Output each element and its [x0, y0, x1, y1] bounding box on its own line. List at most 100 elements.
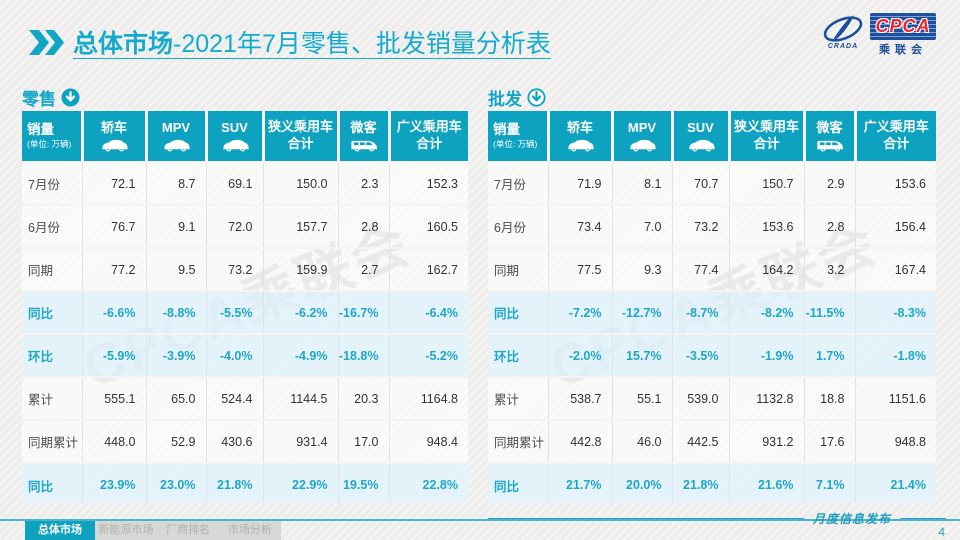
row-label: 同比	[488, 290, 548, 334]
row-label: 6月份	[22, 204, 82, 248]
row-label: 累计	[488, 376, 548, 420]
column-header: MPV	[610, 111, 672, 162]
title-bar: 总体市场-2021年7月零售、批发销量分析表	[28, 24, 551, 60]
value-cell: 20.0%	[611, 462, 672, 503]
value-cell: 72.1	[81, 161, 146, 205]
value-cell: 22.8%	[388, 462, 468, 503]
column-header: 微客	[802, 111, 855, 162]
row-label: 同比	[22, 462, 82, 503]
value-cell: -8.2%	[728, 290, 804, 334]
value-cell: -3.5%	[671, 333, 729, 377]
value-cell: 1151.6	[854, 376, 936, 420]
value-cell: 430.6	[205, 419, 263, 463]
value-cell: 21.8%	[671, 462, 729, 503]
value-cell: -6.2%	[262, 290, 338, 334]
footer-tab-4[interactable]: 市场分析	[219, 521, 281, 540]
footer-tab-2[interactable]: 新能源市场	[95, 521, 157, 540]
value-cell: -16.7%	[337, 290, 389, 334]
value-cell: 9.1	[145, 204, 206, 248]
value-cell: 21.7%	[547, 462, 612, 503]
table-row: 累计 538.7 55.1 539.0 1132.8 18.8 1151.6	[488, 376, 936, 420]
value-cell: -18.8%	[337, 333, 389, 377]
column-header: 狭义乘用车 合计	[261, 111, 338, 162]
value-cell: 2.3	[337, 161, 389, 205]
table-row: 7月份 71.9 8.1 70.7 150.7 2.9 153.6	[488, 161, 936, 205]
value-cell: 17.0	[337, 419, 389, 463]
value-cell: -6.6%	[81, 290, 146, 334]
value-cell: 20.3	[337, 376, 389, 420]
value-cell: 21.6%	[728, 462, 804, 503]
table-row: 同期累计 448.0 52.9 430.6 931.4 17.0 948.4	[22, 419, 468, 463]
value-cell: -11.5%	[803, 290, 855, 334]
value-cell: 539.0	[671, 376, 729, 420]
table-row: 环比 -2.0% 15.7% -3.5% -1.9% 1.7% -1.8%	[488, 333, 936, 377]
column-header: 狭义乘用车 合计	[727, 111, 804, 162]
value-cell: -8.8%	[145, 290, 206, 334]
unit-header: 销量 (单位: 万辆)	[22, 111, 82, 162]
table-row: 同期 77.5 9.3 77.4 164.2 3.2 167.4	[488, 247, 936, 291]
table-row: 6月份 73.4 7.0 73.2 153.6 2.8 156.4	[488, 204, 936, 248]
value-cell: 73.2	[205, 247, 263, 291]
value-cell: 69.1	[205, 161, 263, 205]
value-cell: -4.0%	[205, 333, 263, 377]
cpca-swoosh-icon: CRADA	[821, 13, 865, 50]
value-cell: 150.7	[728, 161, 804, 205]
footer-tab-bar: 总体市场 新能源市场 厂商排名 市场分析	[25, 521, 281, 540]
value-cell: 52.9	[145, 419, 206, 463]
value-cell: 76.7	[81, 204, 146, 248]
value-cell: 2.8	[803, 204, 855, 248]
car-icon	[208, 139, 262, 152]
value-cell: 2.9	[803, 161, 855, 205]
value-cell: -2.0%	[547, 333, 612, 377]
row-label: 7月份	[488, 161, 548, 205]
row-label: 同期累计	[22, 419, 82, 463]
header-row: 销量 (单位: 万辆) 轿车 MPV SUV 狭义乘用车 合计 微客 广义乘用车 合计	[22, 111, 468, 162]
table-row: 累计 555.1 65.0 524.4 1144.5 20.3 1164.8	[22, 376, 468, 420]
row-label: 同比	[488, 462, 548, 503]
value-cell: -12.7%	[611, 290, 672, 334]
value-cell: -1.8%	[854, 333, 936, 377]
column-header: 微客	[336, 111, 389, 162]
value-cell: 162.7	[388, 247, 468, 291]
footer-tab-1[interactable]: 总体市场	[25, 521, 95, 540]
table-row: 同比 21.7% 20.0% 21.8% 21.6% 7.1% 21.4%	[488, 462, 936, 503]
column-header: MPV	[144, 111, 206, 162]
value-cell: 442.8	[547, 419, 612, 463]
value-cell: 152.3	[388, 161, 468, 205]
row-label: 同比	[22, 290, 82, 334]
row-label: 累计	[22, 376, 82, 420]
retail-table: 销量 (单位: 万辆) 轿车 MPV SUV 狭义乘用车 合计 微客 广义乘用车 合计 7月份 72…	[22, 111, 468, 503]
value-cell: -4.9%	[262, 333, 338, 377]
page-title-section: 总体市场	[73, 30, 174, 58]
value-cell: 71.9	[547, 161, 612, 205]
car-icon	[84, 139, 145, 152]
value-cell: 153.6	[854, 161, 936, 205]
car-icon	[550, 139, 611, 152]
value-cell: 2.7	[337, 247, 389, 291]
value-cell: 72.0	[205, 204, 263, 248]
value-cell: 7.0	[611, 204, 672, 248]
value-cell: 22.9%	[262, 462, 338, 503]
cpca-label: CPCA	[875, 16, 931, 36]
value-cell: 2.8	[337, 204, 389, 248]
column-header: 广义乘用车 合计	[853, 111, 936, 162]
value-cell: 1.7%	[803, 333, 855, 377]
value-cell: 160.5	[388, 204, 468, 248]
car-icon	[674, 139, 728, 152]
value-cell: -7.2%	[547, 290, 612, 334]
column-header: SUV	[670, 111, 729, 162]
footer-tab-3[interactable]: 厂商排名	[157, 521, 219, 540]
down-arrow-circle-outline-icon	[527, 88, 546, 107]
value-cell: 77.2	[81, 247, 146, 291]
row-label: 同期	[488, 247, 548, 291]
table-row: 同期 77.2 9.5 73.2 159.9 2.7 162.7	[22, 247, 468, 291]
value-cell: 948.8	[854, 419, 936, 463]
value-cell: 65.0	[145, 376, 206, 420]
note-text: 月度信息发布	[812, 512, 891, 526]
row-label: 环比	[488, 333, 548, 377]
publication-note: 月度信息发布	[488, 510, 946, 527]
unit-header: 销量 (单位: 万辆)	[488, 111, 548, 162]
value-cell: 17.6	[803, 419, 855, 463]
note-line-right	[900, 518, 946, 519]
